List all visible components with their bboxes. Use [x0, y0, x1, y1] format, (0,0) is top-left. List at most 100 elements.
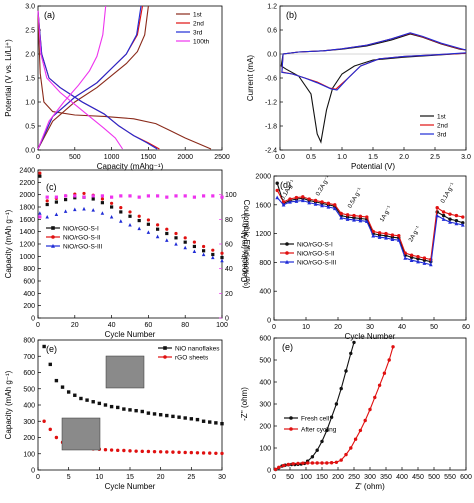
data-point-NiO/rGO-S-III	[275, 195, 280, 200]
data-point-NiO/rGO-S-II	[128, 210, 132, 214]
data-point-NiO/rGO-S-III	[128, 222, 132, 227]
y-tick-label: 300	[23, 419, 35, 426]
data-point-After cycling	[301, 461, 305, 465]
data-point-Coulombic Efficiency	[211, 194, 215, 198]
data-point-NiO/rGO-S-I	[100, 201, 104, 205]
x-axis-label: Capacity (mAhg⁻¹)	[97, 162, 164, 171]
legend-label: NiO/rGO-S-III	[297, 259, 337, 266]
panel-letter: (a)	[44, 10, 55, 20]
y-tick-label: 600	[23, 279, 35, 286]
series-line-1st	[37, 15, 212, 150]
y-tick-label: 100	[259, 446, 271, 453]
data-point-After cycling	[339, 458, 343, 462]
legend-label: NiO nanoflakes	[175, 345, 220, 352]
x-axis-label: Potential (V)	[351, 162, 395, 171]
legend-marker	[163, 346, 167, 350]
y-tick-label: 400	[23, 403, 35, 410]
data-point-NiO/rGO-S-III	[63, 209, 68, 213]
data-point-NiO nanoflakes	[140, 409, 144, 414]
data-point-NiO/rGO-S-III	[146, 230, 151, 234]
data-point-Fresh cell	[344, 369, 348, 373]
data-point-NiO/rGO-S-II	[294, 195, 299, 200]
y-axis-label: Capacity (mAh g⁻¹)	[240, 213, 249, 282]
data-point-NiO/rGO-S-III	[345, 217, 350, 221]
panel-letter: (e)	[282, 342, 293, 352]
data-point-Coulombic Efficiency	[64, 194, 68, 198]
data-point-NiO/rGO-S-III	[300, 198, 305, 203]
data-point-NiO nanoflakes	[214, 421, 218, 425]
x-tick-label: 50	[286, 474, 294, 481]
data-point-rGO sheets	[128, 449, 132, 453]
y-tick-label: 0.5	[25, 124, 35, 131]
data-point-NiO/rGO-S-III	[377, 235, 382, 239]
y-tick-label: 0	[31, 468, 35, 475]
data-point-NiO/rGO-S-II	[454, 213, 459, 218]
data-point-NiO/rGO-S-II	[183, 236, 187, 240]
data-point-After cycling	[368, 407, 372, 412]
y-tick-label: -0.6	[265, 76, 277, 83]
legend-marker	[51, 235, 55, 239]
data-point-After cycling	[377, 383, 382, 387]
legend-marker	[163, 355, 167, 359]
data-point-NiO/rGO-S-II	[110, 201, 114, 205]
data-point-NiO/rGO-S-III	[390, 237, 395, 242]
data-point-NiO/rGO-S-I	[454, 218, 459, 223]
y-right-axis-label: Coulombic Efficiency (%)	[242, 200, 251, 289]
data-point-After cycling	[305, 461, 310, 465]
data-point-NiO/rGO-S-I	[119, 210, 123, 214]
data-point-NiO nanoflakes	[201, 419, 206, 423]
data-point-NiO/rGO-S-III	[441, 217, 446, 221]
data-point-rGO sheets	[48, 427, 52, 432]
data-point-NiO/rGO-S-II	[220, 251, 224, 255]
data-point-NiO/rGO-S-II	[202, 244, 206, 249]
legend-marker	[289, 427, 293, 431]
data-point-NiO/rGO-S-II	[397, 234, 401, 238]
data-point-NiO nanoflakes	[66, 390, 71, 394]
rate-label: 0.2A g⁻¹	[315, 175, 331, 197]
y-tick-label: 800	[23, 266, 35, 273]
data-point-Coulombic Efficiency	[128, 194, 132, 198]
y-tick-label: 700	[23, 354, 35, 361]
y-right-tick-label: 0	[225, 316, 229, 323]
x-tick-label: 150	[316, 474, 328, 481]
legend-label: 3rd	[437, 131, 447, 138]
data-point-NiO/rGO-S-I	[128, 214, 132, 218]
legend-label: Fresh cell	[301, 415, 330, 422]
series-line-NiO/rGO-S-III	[276, 197, 463, 266]
y-tick-label: 2.0	[25, 52, 35, 59]
y-axis-label: Potential (V vs. Li/Li⁺)	[4, 39, 13, 117]
data-point-NiO nanoflakes	[152, 412, 157, 416]
y-tick-label: 1600	[19, 217, 35, 224]
data-point-rGO sheets	[214, 451, 218, 455]
data-point-NiO/rGO-S-II	[156, 223, 160, 227]
data-point-NiO/rGO-S-III	[211, 255, 215, 260]
panel-letter: (c)	[46, 182, 57, 192]
data-point-NiO/rGO-S-II	[119, 206, 123, 210]
data-point-NiO/rGO-S-III	[313, 202, 318, 206]
data-point-NiO nanoflakes	[97, 401, 102, 406]
x-tick-label: 2000	[177, 154, 193, 161]
y-tick-label: 2400	[19, 168, 35, 175]
data-point-rGO sheets	[165, 450, 169, 454]
rate-label: 0.5A g⁻¹	[347, 187, 363, 209]
data-point-Coulombic Efficiency	[220, 195, 224, 199]
data-point-NiO/rGO-S-I	[146, 222, 150, 226]
data-point-NiO/rGO-S-II	[165, 227, 169, 231]
panel-a: 0 500 1000 1500 2000 2500 0.0 0.5 1.0 1.5 2.0 2.5 3.…	[4, 4, 230, 172]
rate-label: 2A g⁻¹	[408, 225, 422, 243]
data-point-NiO/rGO-S-III	[82, 206, 86, 211]
data-point-NiO/rGO-S-III	[201, 252, 206, 257]
x-tick-label: 2500	[214, 154, 230, 161]
data-point-NiO/rGO-S-II	[301, 195, 305, 199]
x-tick-label: 0	[272, 324, 276, 331]
x-tick-label: 250	[348, 474, 360, 481]
data-point-NiO/rGO-S-III	[54, 212, 59, 216]
y-tick-label: 1200	[255, 231, 271, 238]
y-tick-label: 200	[23, 303, 35, 310]
y-tick-label: 1200	[19, 242, 35, 249]
x-tick-label: 3.0	[461, 154, 471, 161]
plot-frame	[37, 5, 223, 151]
x-tick-label: 30	[366, 324, 374, 331]
x-tick-label: 15	[126, 474, 134, 481]
